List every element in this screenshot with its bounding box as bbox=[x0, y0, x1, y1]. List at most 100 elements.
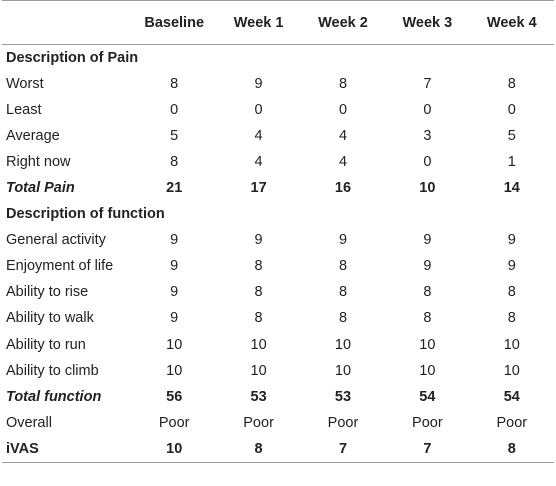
cell-week-1: 4 bbox=[254, 153, 263, 170]
cell-week-3: 54 bbox=[419, 388, 436, 405]
row-label: Overall bbox=[6, 414, 52, 431]
cell-week-4: 8 bbox=[507, 75, 516, 92]
cell-week-2: 8 bbox=[338, 258, 348, 275]
cell-week-3 bbox=[385, 201, 469, 227]
cell-week-3: 0 bbox=[423, 153, 432, 170]
row-label: Ability to run bbox=[6, 336, 86, 353]
cell-baseline bbox=[132, 45, 216, 71]
cell-week-2: 8 bbox=[338, 75, 348, 92]
cell-baseline: 0 bbox=[170, 101, 179, 118]
cell-week-3 bbox=[385, 45, 469, 71]
row-label: Right now bbox=[6, 153, 71, 170]
cell-week-4: 10 bbox=[503, 362, 520, 379]
row-label: Average bbox=[6, 127, 60, 144]
row-label: Description of function bbox=[6, 206, 165, 223]
header-cell-label bbox=[2, 0, 132, 45]
table-body: Description of Pain Worst 8 9 8 7 8 Least 0 0 0 0 0 A… bbox=[2, 45, 554, 463]
pain-function-table: Baseline Week 1 Week 2 Week 3 Week 4 Des… bbox=[2, 0, 554, 463]
cell-week-4: 8 bbox=[507, 310, 516, 327]
cell-week-2 bbox=[301, 45, 385, 71]
cell-week-4 bbox=[470, 45, 554, 71]
row-label: Ability to walk bbox=[6, 310, 94, 327]
section-header-row: Description of Pain bbox=[2, 45, 554, 71]
cell-week-2: 4 bbox=[338, 153, 348, 170]
row-label: Enjoyment of life bbox=[6, 258, 114, 275]
row-label: Total function bbox=[6, 388, 102, 405]
cell-week-1: Poor bbox=[243, 414, 274, 431]
cell-week-2: 7 bbox=[300, 435, 386, 463]
cell-week-4: 5 bbox=[507, 127, 516, 144]
cell-week-4: 14 bbox=[503, 180, 520, 197]
row-label: Ability to climb bbox=[6, 362, 99, 379]
header-row: Baseline Week 1 Week 2 Week 3 Week 4 bbox=[2, 0, 554, 45]
cell-week-3: 10 bbox=[419, 362, 436, 379]
cell-week-3: 10 bbox=[419, 180, 436, 197]
cell-week-3: Poor bbox=[412, 414, 443, 431]
cell-week-3: 9 bbox=[423, 258, 432, 275]
cell-baseline: 56 bbox=[166, 388, 183, 405]
header-cell-week-2: Week 2 bbox=[300, 0, 386, 45]
cell-week-1: 8 bbox=[216, 435, 301, 463]
table-row: iVAS 10 8 7 7 8 bbox=[2, 435, 554, 463]
table-row: Least 0 0 0 0 0 bbox=[2, 97, 554, 123]
cell-week-3: 8 bbox=[423, 284, 432, 301]
cell-week-1: 10 bbox=[250, 336, 267, 353]
row-label: Description of Pain bbox=[6, 49, 139, 66]
cell-week-2: 10 bbox=[334, 336, 352, 353]
cell-week-2: 9 bbox=[338, 232, 348, 249]
cell-week-4: 0 bbox=[507, 101, 516, 118]
cell-week-4 bbox=[470, 201, 554, 227]
table-row: Right now 8 4 4 0 1 bbox=[2, 149, 554, 175]
cell-week-2: Poor bbox=[327, 414, 359, 431]
table-row: Overall Poor Poor Poor Poor Poor bbox=[2, 410, 554, 436]
row-label: iVAS bbox=[2, 435, 132, 463]
header-cell-week-1: Week 1 bbox=[216, 0, 301, 45]
cell-week-2: 4 bbox=[338, 127, 348, 144]
cell-baseline: 10 bbox=[166, 336, 183, 353]
cell-week-1 bbox=[216, 201, 300, 227]
cell-week-2: 8 bbox=[338, 310, 348, 327]
table-row: Worst 8 9 8 7 8 bbox=[2, 71, 554, 97]
row-label: Worst bbox=[6, 75, 44, 92]
cell-week-1: 8 bbox=[254, 258, 263, 275]
cell-week-1: 8 bbox=[254, 310, 263, 327]
cell-week-2: 53 bbox=[334, 388, 352, 405]
cell-baseline: 9 bbox=[170, 232, 179, 249]
section-header-row: Description of function bbox=[2, 201, 554, 227]
row-label: Total Pain bbox=[6, 180, 75, 197]
cell-week-1 bbox=[216, 45, 300, 71]
cell-week-2 bbox=[301, 201, 385, 227]
cell-baseline: 10 bbox=[166, 362, 183, 379]
cell-week-2: 8 bbox=[338, 284, 348, 301]
table-row: Total function 56 53 53 54 54 bbox=[2, 384, 554, 410]
cell-week-4: 8 bbox=[469, 435, 554, 463]
cell-week-3: 10 bbox=[419, 336, 436, 353]
table-row: Enjoyment of life 9 8 8 9 9 bbox=[2, 253, 554, 279]
cell-week-4: Poor bbox=[496, 414, 528, 431]
cell-week-1: 9 bbox=[254, 75, 263, 92]
cell-baseline: 9 bbox=[170, 284, 179, 301]
cell-week-3: 0 bbox=[423, 101, 432, 118]
cell-week-3: 3 bbox=[423, 127, 432, 144]
table-row: Ability to walk 9 8 8 8 8 bbox=[2, 305, 554, 331]
cell-week-4: 54 bbox=[503, 388, 520, 405]
cell-week-1: 4 bbox=[254, 127, 263, 144]
cell-week-1: 10 bbox=[250, 362, 267, 379]
table-row: General activity 9 9 9 9 9 bbox=[2, 227, 554, 253]
header-cell-baseline: Baseline bbox=[132, 0, 217, 45]
header-cell-week-3: Week 3 bbox=[385, 0, 470, 45]
cell-baseline: 9 bbox=[170, 310, 179, 327]
cell-week-2: 10 bbox=[334, 362, 352, 379]
cell-week-2: 0 bbox=[338, 101, 348, 118]
cell-week-4: 1 bbox=[507, 153, 516, 170]
cell-week-2: 16 bbox=[334, 180, 352, 197]
cell-week-4: 10 bbox=[503, 336, 520, 353]
cell-baseline: 5 bbox=[170, 127, 179, 144]
cell-baseline: 10 bbox=[132, 435, 217, 463]
cell-week-3: 9 bbox=[423, 232, 432, 249]
cell-baseline: 9 bbox=[170, 258, 179, 275]
cell-baseline: 21 bbox=[166, 180, 183, 197]
header-cell-week-4: Week 4 bbox=[469, 0, 554, 45]
table-row: Total Pain 21 17 16 10 14 bbox=[2, 175, 554, 201]
cell-week-4: 9 bbox=[507, 232, 516, 249]
